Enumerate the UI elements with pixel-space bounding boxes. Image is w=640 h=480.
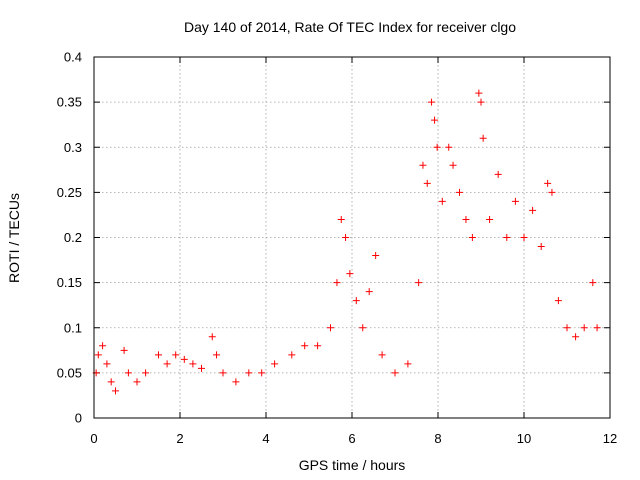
x-axis-title: GPS time / hours bbox=[299, 457, 406, 473]
chart-title: Day 140 of 2014, Rate Of TEC Index for r… bbox=[184, 19, 516, 35]
y-tick-label: 0.3 bbox=[64, 140, 82, 155]
y-tick-label: 0.1 bbox=[64, 320, 82, 335]
data-point bbox=[301, 342, 309, 350]
data-point bbox=[529, 206, 537, 214]
data-point bbox=[423, 179, 431, 187]
data-point bbox=[548, 188, 556, 196]
y-axis-title: ROTI / TECUs bbox=[6, 193, 22, 283]
data-point bbox=[245, 369, 253, 377]
y-tick-label: 0.25 bbox=[57, 185, 82, 200]
data-point bbox=[359, 324, 367, 332]
data-point bbox=[112, 387, 119, 395]
x-tick-label: 4 bbox=[262, 431, 269, 446]
y-tick-label: 0 bbox=[75, 411, 82, 426]
data-point bbox=[219, 369, 227, 377]
data-point bbox=[438, 197, 446, 205]
data-point bbox=[333, 279, 341, 287]
data-point bbox=[288, 351, 296, 359]
data-point bbox=[120, 346, 128, 354]
data-point bbox=[372, 252, 380, 260]
data-point bbox=[419, 161, 427, 169]
data-point bbox=[428, 98, 436, 106]
x-tick-label: 0 bbox=[90, 431, 97, 446]
data-point bbox=[433, 143, 441, 151]
data-point bbox=[563, 324, 571, 332]
data-point bbox=[107, 378, 115, 386]
data-point bbox=[445, 143, 453, 151]
data-point bbox=[449, 161, 457, 169]
plot-frame bbox=[93, 56, 611, 419]
data-point bbox=[431, 116, 439, 124]
data-point bbox=[468, 234, 476, 241]
data-point bbox=[391, 369, 399, 377]
data-point bbox=[580, 324, 588, 332]
y-tick-label: 0.05 bbox=[57, 365, 82, 380]
data-point bbox=[572, 333, 580, 341]
data-point bbox=[327, 324, 334, 332]
y-tick-label: 0.15 bbox=[57, 275, 82, 290]
data-point bbox=[133, 378, 141, 386]
data-point bbox=[511, 197, 519, 205]
data-point bbox=[213, 351, 221, 359]
data-point bbox=[94, 351, 102, 359]
data-point bbox=[189, 360, 197, 368]
data-point bbox=[342, 234, 350, 241]
data-point bbox=[163, 360, 171, 368]
data-point bbox=[232, 378, 240, 386]
data-point bbox=[554, 297, 562, 305]
data-point bbox=[475, 89, 483, 97]
data-point bbox=[494, 170, 502, 178]
data-point bbox=[346, 270, 354, 278]
x-axis-tick-labels: 0 2 4 6 8 10 12 bbox=[90, 431, 617, 446]
data-point bbox=[544, 179, 552, 187]
x-tick-label: 10 bbox=[517, 431, 531, 446]
data-point bbox=[142, 369, 150, 377]
y-tick-label: 0.2 bbox=[64, 230, 82, 245]
data-point bbox=[352, 297, 360, 305]
data-point bbox=[337, 215, 345, 223]
data-point bbox=[103, 360, 111, 368]
data-point bbox=[486, 215, 494, 223]
data-point bbox=[155, 351, 162, 359]
data-point bbox=[208, 333, 216, 341]
data-point bbox=[479, 134, 487, 142]
data-point bbox=[520, 234, 528, 241]
y-axis-tick-labels: 0 0.05 0.1 0.15 0.2 0.25 0.3 0.35 0.4 bbox=[57, 50, 82, 426]
data-point bbox=[124, 369, 132, 377]
data-point bbox=[415, 279, 423, 287]
data-point bbox=[180, 355, 188, 363]
x-tick-label: 6 bbox=[348, 431, 355, 446]
data-point bbox=[593, 324, 601, 332]
x-tick-label: 2 bbox=[176, 431, 183, 446]
data-point bbox=[462, 215, 470, 223]
x-tick-label: 8 bbox=[434, 431, 441, 446]
data-point bbox=[198, 364, 205, 372]
data-point bbox=[271, 360, 279, 368]
grid bbox=[94, 57, 610, 418]
data-point bbox=[589, 279, 597, 287]
data-point bbox=[477, 98, 485, 106]
y-tick-label: 0.4 bbox=[64, 50, 82, 65]
data-point bbox=[99, 342, 107, 350]
data-point bbox=[404, 360, 412, 368]
data-point bbox=[456, 188, 463, 196]
data-points bbox=[92, 89, 601, 395]
data-point bbox=[365, 288, 373, 296]
y-tick-label: 0.35 bbox=[57, 95, 82, 110]
data-point bbox=[503, 234, 511, 241]
data-point bbox=[314, 342, 322, 350]
data-point bbox=[537, 243, 545, 251]
data-point bbox=[172, 351, 180, 359]
data-point bbox=[258, 369, 266, 377]
data-point bbox=[378, 351, 386, 359]
x-tick-label: 12 bbox=[603, 431, 617, 446]
